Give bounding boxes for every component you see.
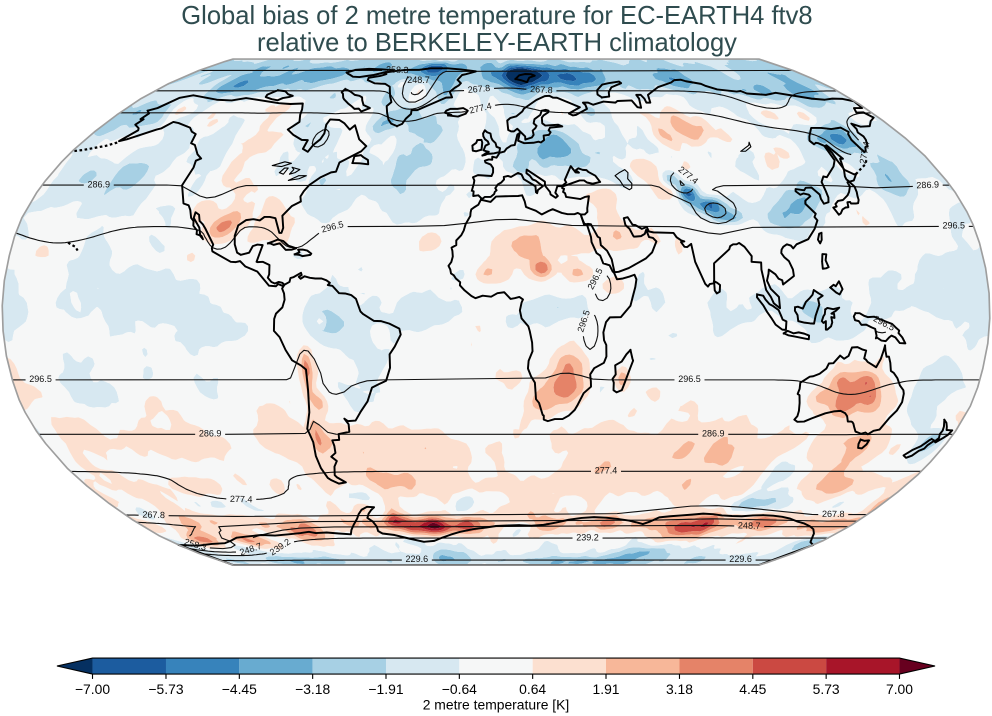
svg-text:267.8: 267.8 [822, 509, 845, 519]
svg-text:3.18: 3.18 [666, 681, 693, 697]
svg-text:296.5: 296.5 [678, 374, 701, 384]
svg-text:−7.00: −7.00 [75, 681, 110, 697]
svg-text:277.4: 277.4 [468, 101, 492, 116]
svg-text:4.45: 4.45 [739, 681, 766, 697]
svg-text:−4.45: −4.45 [222, 681, 257, 697]
svg-text:Global bias of 2 metre tempera: Global bias of 2 metre temperature for E… [181, 2, 812, 30]
svg-text:5.73: 5.73 [813, 681, 840, 697]
svg-text:239.2: 239.2 [576, 532, 599, 542]
svg-text:1.91: 1.91 [592, 681, 619, 697]
svg-text:286.9: 286.9 [916, 179, 939, 190]
svg-text:286.9: 286.9 [702, 429, 725, 439]
svg-text:relative to BERKELEY-EARTH cli: relative to BERKELEY-EARTH climatology [257, 29, 737, 57]
svg-text:277.4: 277.4 [858, 141, 872, 165]
svg-text:−0.64: −0.64 [442, 681, 477, 697]
svg-text:267.8: 267.8 [142, 510, 165, 521]
svg-text:267.8: 267.8 [530, 84, 553, 95]
svg-text:7.00: 7.00 [886, 681, 913, 697]
svg-text:296.5: 296.5 [943, 221, 966, 231]
svg-text:229.6: 229.6 [406, 554, 429, 564]
svg-text:0.64: 0.64 [519, 681, 546, 697]
svg-text:286.9: 286.9 [87, 179, 110, 189]
svg-text:−1.91: −1.91 [368, 681, 403, 697]
svg-text:−5.73: −5.73 [148, 681, 183, 697]
svg-text:277.4: 277.4 [230, 494, 253, 504]
svg-text:248.7: 248.7 [407, 75, 430, 85]
svg-text:−3.18: −3.18 [295, 681, 330, 697]
svg-text:286.9: 286.9 [199, 429, 222, 439]
svg-text:2 metre temperature [K]: 2 metre temperature [K] [423, 696, 570, 712]
svg-text:296.5: 296.5 [29, 374, 52, 384]
svg-text:229.6: 229.6 [729, 554, 752, 564]
svg-text:267.8: 267.8 [467, 83, 490, 95]
svg-text:277.4: 277.4 [595, 466, 618, 476]
svg-text:248.7: 248.7 [738, 520, 761, 530]
svg-text:258.3: 258.3 [386, 64, 409, 75]
